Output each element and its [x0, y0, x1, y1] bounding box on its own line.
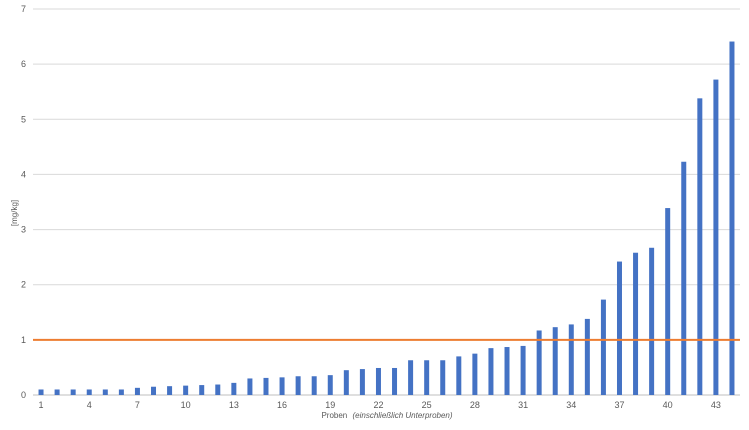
bar — [504, 347, 510, 395]
bar — [279, 377, 285, 395]
x-tick-label: 13 — [229, 400, 239, 410]
x-axis-title-main: Proben — [321, 411, 347, 420]
y-tick-label: 5 — [21, 114, 26, 124]
bar — [729, 41, 735, 395]
x-tick-label: 10 — [181, 400, 191, 410]
bar — [633, 252, 639, 395]
bar — [375, 367, 381, 395]
bar — [231, 382, 237, 395]
y-tick-label: 2 — [21, 280, 26, 290]
bar — [408, 360, 414, 395]
y-axis-title: [mg/kg] — [10, 200, 19, 226]
bar — [392, 367, 398, 395]
bar — [215, 384, 221, 395]
bar — [327, 375, 333, 395]
bar — [488, 348, 494, 395]
bar — [311, 376, 317, 395]
x-tick-label: 28 — [470, 400, 480, 410]
bar — [713, 79, 719, 395]
x-tick-label: 7 — [135, 400, 140, 410]
bar — [536, 330, 542, 395]
y-tick-labels: 0 1 2 3 4 5 6 7 — [21, 4, 26, 400]
bar — [552, 327, 558, 395]
bar — [70, 389, 76, 395]
bar — [520, 345, 526, 395]
x-tick-label: 34 — [566, 400, 576, 410]
bar — [263, 377, 269, 395]
bar — [167, 386, 173, 395]
bar — [359, 369, 365, 395]
bar — [134, 387, 140, 395]
y-tick-label: 6 — [21, 59, 26, 69]
x-tick-label: 37 — [614, 400, 624, 410]
x-tick-label: 4 — [87, 400, 92, 410]
bar — [681, 161, 687, 395]
x-axis-title-italic: (einschließlich Unterproben) — [352, 411, 452, 420]
bar — [616, 261, 622, 395]
bar — [424, 360, 430, 395]
x-tick-label: 31 — [518, 400, 528, 410]
bar — [118, 389, 124, 395]
x-tick-label: 19 — [325, 400, 335, 410]
x-axis-title: Proben (einschließlich Unterproben) — [321, 411, 452, 420]
bar — [584, 318, 590, 395]
bar — [343, 370, 349, 395]
y-tick-label: 1 — [21, 335, 26, 345]
x-tick-label: 25 — [422, 400, 432, 410]
x-tick-label: 43 — [711, 400, 721, 410]
bar — [183, 385, 189, 395]
bar — [440, 360, 446, 395]
bars — [38, 41, 735, 396]
y-tick-label: 0 — [21, 390, 26, 400]
bar — [472, 353, 478, 395]
bar — [665, 208, 671, 395]
y-tick-label: 4 — [21, 169, 26, 179]
y-tick-label: 7 — [21, 4, 26, 14]
bar — [86, 389, 92, 395]
bar — [247, 378, 253, 395]
bar — [600, 299, 606, 395]
x-tick-labels: 1 4 7 10 13 16 19 22 25 28 31 34 37 40 43 — [39, 400, 721, 410]
bar — [649, 247, 655, 395]
bar — [697, 98, 703, 396]
bar — [38, 389, 44, 395]
y-tick-label: 3 — [21, 225, 26, 235]
x-tick-label: 16 — [277, 400, 287, 410]
bar — [456, 356, 462, 395]
bar — [54, 389, 60, 395]
x-tick-label: 40 — [663, 400, 673, 410]
x-tick-label: 22 — [373, 400, 383, 410]
bar — [199, 385, 205, 395]
bar — [568, 324, 574, 395]
x-tick-label: 1 — [39, 400, 44, 410]
bar — [102, 389, 108, 395]
bar — [151, 386, 157, 395]
bar — [295, 376, 301, 395]
